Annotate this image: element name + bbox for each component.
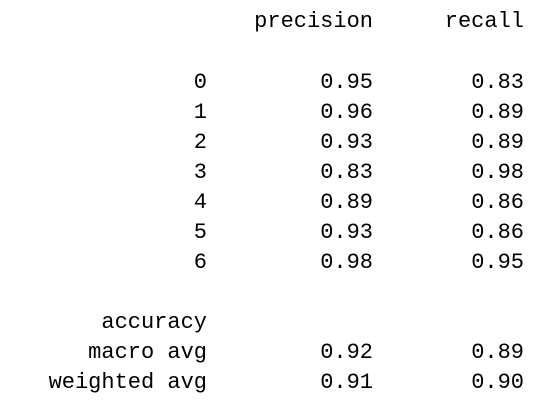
class-row-4: 4 0.89 0.86 bbox=[0, 188, 548, 218]
precision-value: 0.98 bbox=[320, 250, 373, 275]
recall-value: 0.98 bbox=[471, 160, 524, 185]
header-precision: precision bbox=[254, 9, 373, 34]
row-label: macro avg bbox=[88, 340, 207, 365]
row-label: 5 bbox=[193, 220, 207, 245]
precision-value: 0.83 bbox=[320, 160, 373, 185]
precision-value: 0.92 bbox=[320, 340, 373, 365]
recall-value: 0.89 bbox=[471, 100, 524, 125]
precision-value: 0.96 bbox=[320, 100, 373, 125]
class-row-5: 5 0.93 0.86 bbox=[0, 218, 548, 248]
row-label: 4 bbox=[193, 190, 207, 215]
summary-row-accuracy: accuracy bbox=[0, 308, 548, 338]
class-row-3: 3 0.83 0.98 bbox=[0, 158, 548, 188]
row-label: 2 bbox=[193, 130, 207, 155]
precision-value: 0.93 bbox=[320, 220, 373, 245]
summary-row-macro-avg: macro avg 0.92 0.89 bbox=[0, 338, 548, 368]
recall-value: 0.89 bbox=[471, 130, 524, 155]
precision-value: 0.89 bbox=[320, 190, 373, 215]
recall-value: 0.89 bbox=[471, 340, 524, 365]
row-label: 0 bbox=[193, 70, 207, 95]
class-row-6: 6 0.98 0.95 bbox=[0, 248, 548, 278]
class-row-1: 1 0.96 0.89 bbox=[0, 98, 548, 128]
recall-value: 0.83 bbox=[471, 70, 524, 95]
recall-value: 0.86 bbox=[471, 190, 524, 215]
row-label: 3 bbox=[193, 160, 207, 185]
recall-value: 0.95 bbox=[471, 250, 524, 275]
recall-value: 0.86 bbox=[471, 220, 524, 245]
row-label: weighted avg bbox=[48, 370, 207, 395]
header-row: precision recall bbox=[0, 7, 548, 37]
class-row-2: 2 0.93 0.89 bbox=[0, 128, 548, 158]
row-label: 6 bbox=[193, 250, 207, 275]
row-label: accuracy bbox=[101, 310, 207, 335]
header-recall: recall bbox=[444, 9, 524, 34]
recall-value: 0.90 bbox=[471, 370, 524, 395]
row-label: 1 bbox=[193, 100, 207, 125]
precision-value: 0.95 bbox=[320, 70, 373, 95]
class-row-0: 0 0.95 0.83 bbox=[0, 68, 548, 98]
summary-row-weighted-avg: weighted avg 0.91 0.90 bbox=[0, 368, 548, 398]
precision-value: 0.91 bbox=[320, 370, 373, 395]
precision-value: 0.93 bbox=[320, 130, 373, 155]
